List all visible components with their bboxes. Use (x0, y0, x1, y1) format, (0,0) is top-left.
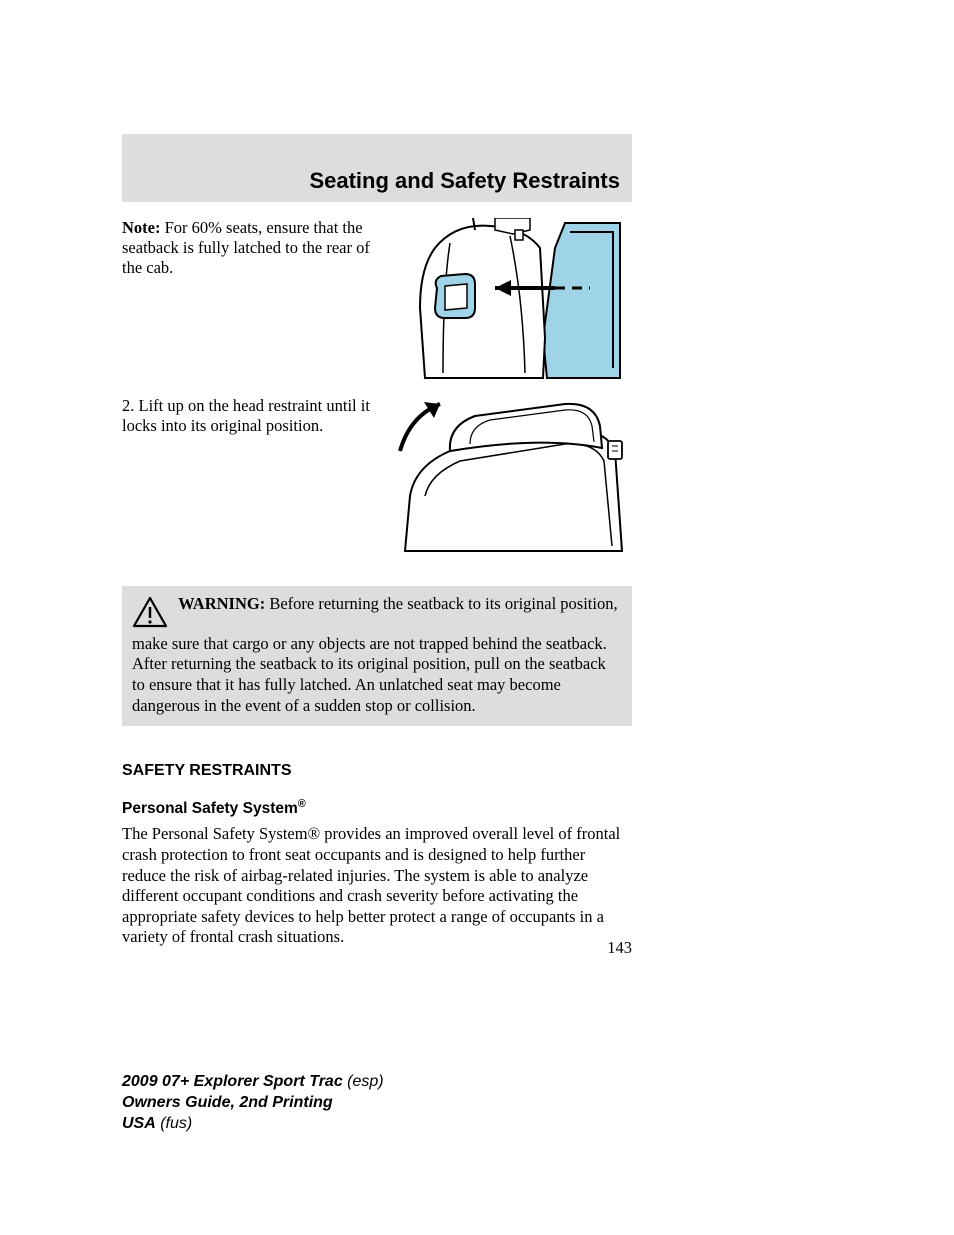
safety-restraints-heading: SAFETY RESTRAINTS (122, 762, 632, 780)
note-row: Note: For 60% seats, ensure that the sea… (122, 218, 632, 388)
footer-line-2: Owners Guide, 2nd Printing (122, 1093, 632, 1114)
page-root: Seating and Safety Restraints Note: For … (0, 0, 954, 1235)
warning-label: WARNING: (178, 594, 265, 613)
step2-text: 2. Lift up on the head restraint until i… (122, 396, 372, 436)
footer-line-1: 2009 07+ Explorer Sport Trac (esp) (122, 1072, 632, 1093)
page-number: 143 (607, 938, 632, 958)
warning-box: WARNING: Before returning the seatback t… (122, 586, 632, 726)
footer-code-2: (fus) (156, 1115, 192, 1132)
illustration-2-container (388, 396, 632, 556)
note-body: For 60% seats, ensure that the seatback … (122, 218, 370, 277)
footer-guide: Owners Guide, 2nd Printing (122, 1094, 333, 1111)
footer-line-3: USA (fus) (122, 1114, 632, 1135)
warning-icon (132, 596, 168, 634)
trademark-symbol: ® (298, 798, 306, 810)
personal-safety-subheading: Personal Safety System® (122, 798, 632, 818)
note-label: Note: (122, 218, 160, 237)
footer-model: 2009 07+ Explorer Sport Trac (122, 1073, 343, 1090)
content-area: Note: For 60% seats, ensure that the sea… (122, 218, 632, 948)
step2-row: 2. Lift up on the head restraint until i… (122, 396, 632, 556)
footer-code-1: (esp) (343, 1073, 384, 1090)
illustration-1-container (388, 218, 632, 388)
seatback-latch-diagram (395, 218, 625, 388)
note-text-block: Note: For 60% seats, ensure that the sea… (122, 218, 372, 278)
section-body: The Personal Safety System® provides an … (122, 824, 632, 948)
footer-region: USA (122, 1115, 156, 1132)
chapter-title: Seating and Safety Restraints (309, 168, 620, 194)
footer-block: 2009 07+ Explorer Sport Trac (esp) Owner… (122, 1072, 632, 1134)
chapter-header-bar: Seating and Safety Restraints (122, 134, 632, 202)
head-restraint-diagram (390, 396, 630, 556)
subheading-text: Personal Safety System (122, 800, 298, 817)
